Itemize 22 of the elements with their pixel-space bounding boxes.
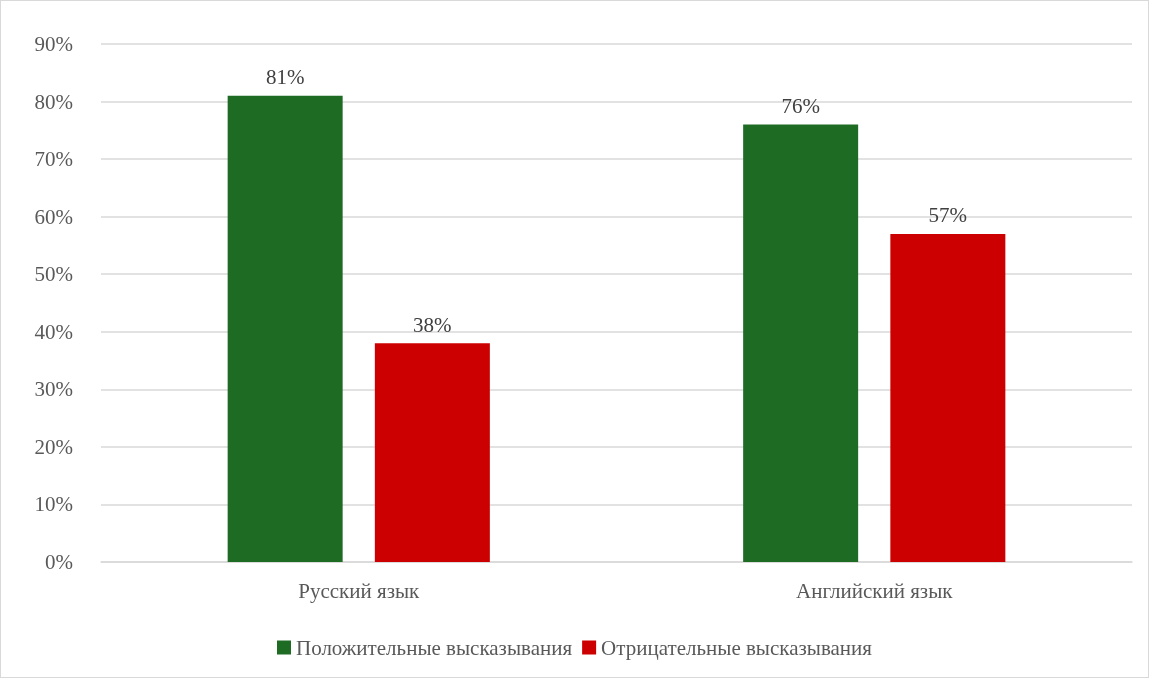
- y-tick-label: 50%: [34, 262, 73, 287]
- data-label: 76%: [781, 94, 820, 119]
- y-tick-label: 20%: [34, 434, 73, 459]
- legend-label: Положительные высказывания: [296, 635, 573, 660]
- x-tick-label: Русский язык: [298, 578, 421, 603]
- bar: [890, 233, 1006, 562]
- data-label: 57%: [928, 203, 968, 228]
- y-tick-label: 10%: [34, 492, 73, 517]
- data-label: 38%: [413, 312, 452, 337]
- bar: [227, 95, 343, 562]
- bar: [374, 343, 490, 562]
- bar: [743, 124, 859, 562]
- y-tick-label: 80%: [34, 89, 73, 114]
- legend-label: Отрицательные высказывания: [601, 635, 873, 660]
- y-tick-label: 40%: [34, 319, 73, 344]
- y-tick-label: 0%: [45, 550, 73, 574]
- y-tick-label: 70%: [34, 147, 73, 172]
- y-tick-label: 90%: [34, 32, 73, 56]
- data-label: 81%: [265, 65, 305, 90]
- x-tick-label: Английский язык: [796, 578, 954, 603]
- y-tick-label: 30%: [34, 377, 73, 402]
- y-tick-label: 60%: [34, 204, 73, 229]
